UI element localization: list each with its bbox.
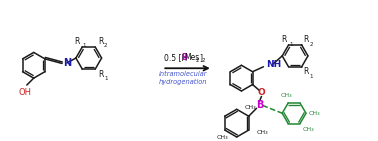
Text: 2: 2 bbox=[196, 58, 200, 63]
Text: 2: 2 bbox=[310, 42, 313, 47]
Text: CH₃: CH₃ bbox=[280, 93, 292, 98]
Text: 1: 1 bbox=[290, 42, 293, 47]
Text: R: R bbox=[74, 38, 79, 46]
Text: CH₃: CH₃ bbox=[303, 127, 314, 133]
Text: R: R bbox=[98, 38, 104, 46]
Text: ]: ] bbox=[199, 53, 202, 62]
Text: 1: 1 bbox=[82, 43, 86, 48]
Text: CH₃: CH₃ bbox=[257, 130, 268, 135]
Text: CH₃: CH₃ bbox=[217, 135, 229, 140]
Text: 1: 1 bbox=[310, 74, 313, 79]
Text: R: R bbox=[304, 35, 309, 44]
Text: R: R bbox=[281, 35, 287, 44]
Text: 0.5 [H: 0.5 [H bbox=[164, 53, 187, 62]
Text: 2: 2 bbox=[104, 43, 108, 48]
Text: OH: OH bbox=[18, 88, 31, 97]
Text: CH₃: CH₃ bbox=[245, 105, 256, 110]
Text: B: B bbox=[181, 53, 187, 62]
Text: R: R bbox=[98, 70, 104, 79]
Text: B: B bbox=[256, 100, 263, 110]
Text: 2: 2 bbox=[202, 58, 205, 63]
Text: Mes: Mes bbox=[184, 53, 200, 62]
Text: intramolecular
hydrogenation: intramolecular hydrogenation bbox=[158, 71, 207, 85]
Text: R: R bbox=[304, 67, 309, 76]
Text: N: N bbox=[63, 58, 71, 68]
Text: NH: NH bbox=[266, 60, 282, 69]
Text: 1: 1 bbox=[104, 76, 108, 81]
Text: CH₃: CH₃ bbox=[309, 111, 321, 116]
Text: O: O bbox=[257, 88, 265, 97]
